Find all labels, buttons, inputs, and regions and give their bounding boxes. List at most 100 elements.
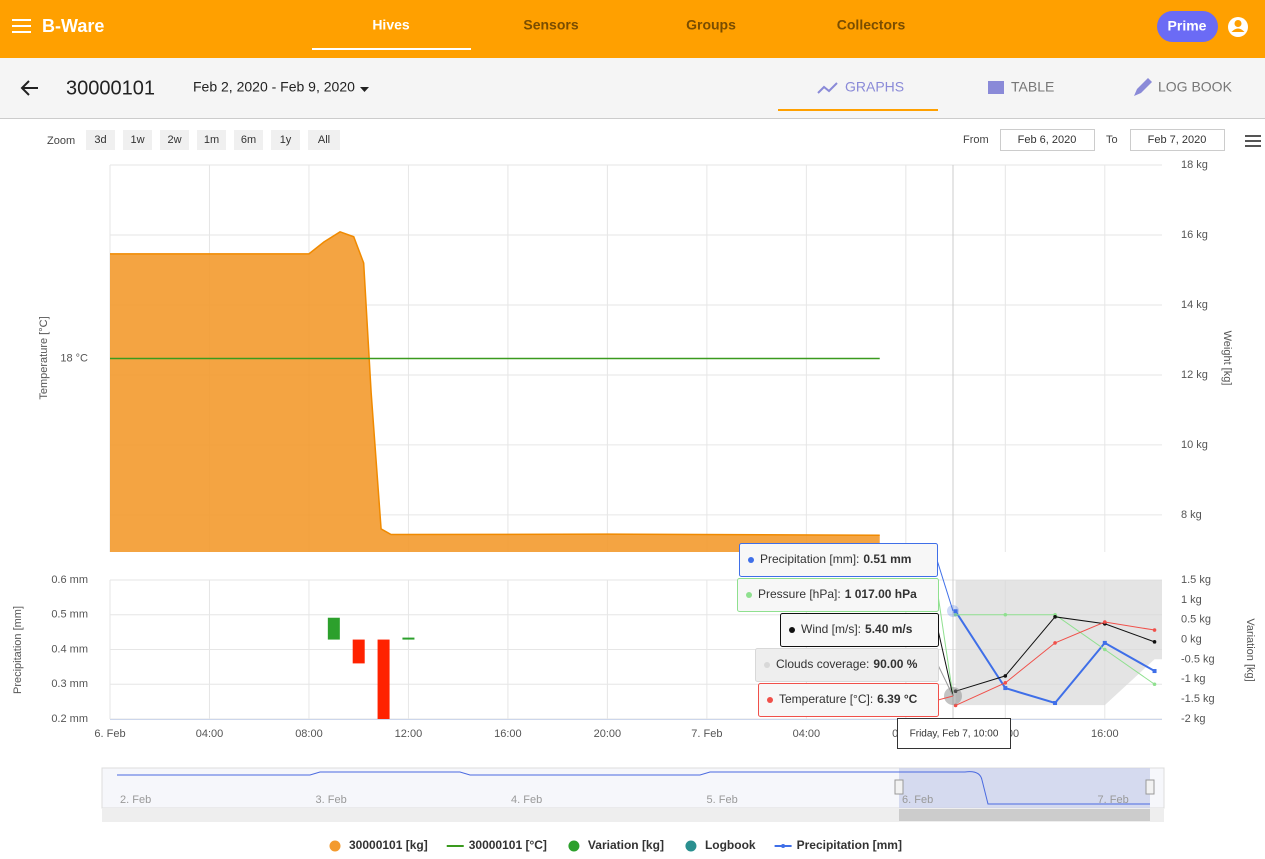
- zoom-button[interactable]: [271, 130, 300, 150]
- y-tick-label: 0.6 mm: [51, 574, 88, 586]
- tooltip-connector: [937, 664, 954, 697]
- x-tick-label: 20:00: [594, 728, 622, 740]
- legend-label[interactable]: Variation [kg]: [588, 838, 664, 852]
- toolbar: [0, 58, 1265, 118]
- legend-symbol[interactable]: [568, 840, 580, 852]
- marker: [1102, 640, 1107, 645]
- tooltip: [737, 578, 939, 612]
- zoom-button-label[interactable]: 1m: [204, 134, 219, 146]
- app-bar: [0, 0, 1265, 58]
- x-tick-label: 7. Feb: [691, 728, 722, 740]
- tooltip: [739, 543, 938, 577]
- tooltip-connector: [936, 559, 954, 612]
- tooltip-text: Clouds coverage: 90.00 %: [776, 657, 918, 671]
- tooltip-bullet: [746, 592, 752, 598]
- x-tick-label: 12:00: [395, 728, 423, 740]
- chart-menu[interactable]: [1245, 135, 1261, 147]
- tooltip-value: 5.40 m/s: [865, 622, 913, 636]
- date-tooltip: [897, 718, 1011, 749]
- marker: [1152, 682, 1157, 687]
- from-value[interactable]: Feb 6, 2020: [1018, 134, 1077, 146]
- to-input[interactable]: [1130, 129, 1225, 151]
- prime-label[interactable]: Prime: [1168, 18, 1207, 34]
- menu-icon[interactable]: [12, 19, 31, 33]
- navigator-label: 4. Feb: [511, 794, 542, 806]
- navigator-label: 6. Feb: [902, 794, 933, 806]
- tab[interactable]: TABLE: [1011, 79, 1054, 95]
- table-icon: [988, 81, 1004, 94]
- y2-tick-label: 0 kg: [1181, 633, 1202, 645]
- tooltip: [780, 613, 939, 647]
- legend-symbol[interactable]: [329, 840, 341, 852]
- from-input[interactable]: [1000, 129, 1095, 151]
- y-axis-title-text: Precipitation [mm]: [12, 606, 24, 694]
- clouds-area: [955, 580, 1162, 706]
- from-label: From: [963, 134, 989, 146]
- zoom-button[interactable]: [308, 130, 340, 150]
- nav-item[interactable]: Hives: [372, 17, 410, 33]
- x-tick-label: 16:00: [1091, 728, 1119, 740]
- dropdown-caret[interactable]: [360, 87, 369, 92]
- tooltip: [755, 648, 939, 682]
- tooltip-value: 6.39 °C: [877, 692, 917, 706]
- zoom-button-label[interactable]: All: [318, 134, 330, 146]
- date-tooltip-text: Friday, Feb 7, 10:00: [910, 729, 999, 740]
- zoom-button[interactable]: [123, 130, 152, 150]
- nav-item[interactable]: Collectors: [837, 17, 906, 33]
- y2-tick-label: -0.5 kg: [1181, 653, 1215, 665]
- navigator[interactable]: [101, 767, 1165, 822]
- legend-label[interactable]: 30000101 [°C]: [469, 838, 547, 852]
- zoom-button-label[interactable]: 1w: [130, 134, 144, 146]
- nav-item[interactable]: Sensors: [523, 17, 578, 33]
- navigator-label: 7. Feb: [1098, 794, 1129, 806]
- date-range[interactable]: Feb 2, 2020 - Feb 9, 2020: [193, 79, 355, 95]
- y-tick-label: 0.5 mm: [51, 609, 88, 621]
- navigator-label: 3. Feb: [316, 794, 347, 806]
- x-tick-label: 6. Feb: [94, 728, 125, 740]
- y2-tick-label: -2 kg: [1181, 713, 1205, 725]
- y2-tick-label: -1.5 kg: [1181, 693, 1215, 705]
- graphs-icon: [817, 82, 838, 94]
- zoom-button-label[interactable]: 6m: [241, 134, 256, 146]
- legend-label[interactable]: 30000101 [kg]: [349, 838, 428, 852]
- zoom-button[interactable]: [234, 130, 263, 150]
- marker: [1152, 640, 1157, 644]
- tab[interactable]: GRAPHS: [845, 79, 904, 95]
- legend-symbol[interactable]: [781, 844, 786, 848]
- zoom-button-label[interactable]: 1y: [280, 134, 292, 146]
- zoom-button-label[interactable]: 2w: [167, 134, 181, 146]
- prime-button[interactable]: [1157, 11, 1218, 42]
- x-tick-label: 04:00: [196, 728, 224, 740]
- zoom-button[interactable]: [86, 130, 115, 150]
- account-icon[interactable]: [1228, 17, 1248, 37]
- zoom-button[interactable]: [197, 130, 226, 150]
- legend-symbol[interactable]: [685, 840, 697, 852]
- variation-bar: [327, 617, 340, 640]
- tooltip-text: Pressure [hPa]: 1 017.00 hPa: [758, 587, 917, 601]
- y-tick-label: 10 kg: [1181, 439, 1208, 451]
- tooltip: [758, 683, 939, 717]
- y2-tick-label: 18 °C: [60, 352, 88, 364]
- nav-item[interactable]: Groups: [686, 17, 736, 33]
- tooltip-text: Temperature [°C]: 6.39 °C: [779, 692, 918, 706]
- zoom-button-label[interactable]: 3d: [94, 134, 106, 146]
- to-value[interactable]: Feb 7, 2020: [1148, 134, 1207, 146]
- to-label: To: [1106, 134, 1118, 146]
- back-arrow[interactable]: [20, 80, 38, 96]
- x-tick-label: 08:00: [295, 728, 323, 740]
- tooltip-connector: [937, 594, 954, 697]
- zoom-button[interactable]: [160, 130, 189, 150]
- tooltip-label: Clouds coverage:: [776, 657, 869, 671]
- y-axis-title: Weight [kg]: [1221, 331, 1233, 386]
- legend-label[interactable]: Logbook: [705, 838, 756, 852]
- marker: [953, 612, 958, 617]
- tooltip-bullet: [764, 662, 770, 668]
- x-tick-label: 16:00: [494, 728, 522, 740]
- y2-axis-title: Variation [kg]: [1244, 618, 1256, 681]
- y2-tick-label: 1 kg: [1181, 594, 1202, 606]
- navigator-label: 5. Feb: [707, 794, 738, 806]
- tab[interactable]: LOG BOOK: [1158, 79, 1233, 95]
- legend-label[interactable]: Precipitation [mm]: [797, 838, 902, 852]
- y-tick-label: 0.3 mm: [51, 678, 88, 690]
